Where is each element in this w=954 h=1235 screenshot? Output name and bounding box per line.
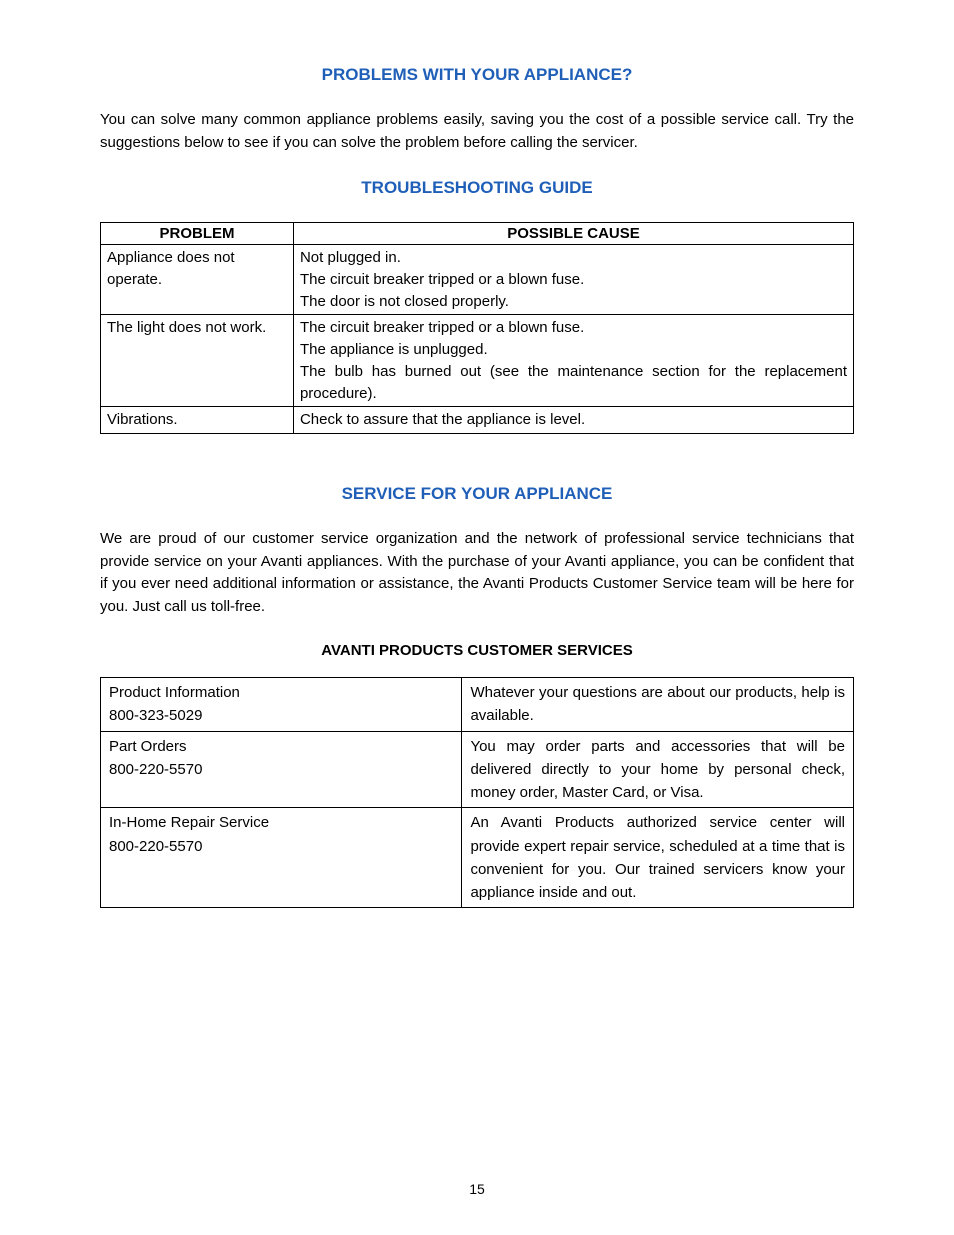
cell-service-desc: You may order parts and accessories that… [462,731,854,808]
cell-service-name: Product Information 800-323-5029 [101,678,462,732]
troubleshooting-table: PROBLEM POSSIBLE CAUSE Appliance does no… [100,222,854,434]
table-row: The light does not work. The circuit bre… [101,315,854,407]
intro-text-2: We are proud of our customer service org… [100,528,854,618]
cell-service-desc: An Avanti Products authorized service ce… [462,808,854,908]
table-row: Vibrations. Check to assure that the app… [101,407,854,434]
service-phone: 800-323-5029 [109,707,202,724]
service-title: Product Information [109,684,240,701]
service-title: Part Orders [109,738,187,755]
cell-cause: Not plugged in. The circuit breaker trip… [293,245,853,315]
table-header-row: PROBLEM POSSIBLE CAUSE [101,223,854,245]
cell-problem: Appliance does not operate. [101,245,294,315]
heading-problems: PROBLEMS WITH YOUR APPLIANCE? [100,65,854,85]
table-row: Part Orders 800-220-5570 You may order p… [101,731,854,808]
cell-cause: Check to assure that the appliance is le… [293,407,853,434]
table-row: Product Information 800-323-5029 Whateve… [101,678,854,732]
service-title: In-Home Repair Service [109,814,269,831]
services-table: Product Information 800-323-5029 Whateve… [100,677,854,908]
cell-problem: The light does not work. [101,315,294,407]
col-header-cause: POSSIBLE CAUSE [293,223,853,245]
cell-service-name: In-Home Repair Service 800-220-5570 [101,808,462,908]
page-number: 15 [0,1181,954,1197]
service-phone: 800-220-5570 [109,761,202,778]
table-row: In-Home Repair Service 800-220-5570 An A… [101,808,854,908]
table-row: Appliance does not operate. Not plugged … [101,245,854,315]
heading-service: SERVICE FOR YOUR APPLIANCE [100,484,854,504]
col-header-problem: PROBLEM [101,223,294,245]
cell-service-name: Part Orders 800-220-5570 [101,731,462,808]
cell-problem: Vibrations. [101,407,294,434]
heading-troubleshooting: TROUBLESHOOTING GUIDE [100,178,854,198]
intro-text-1: You can solve many common appliance prob… [100,109,854,154]
cell-cause: The circuit breaker tripped or a blown f… [293,315,853,407]
heading-customer-services: AVANTI PRODUCTS CUSTOMER SERVICES [100,642,854,659]
service-phone: 800-220-5570 [109,838,202,855]
cell-service-desc: Whatever your questions are about our pr… [462,678,854,732]
